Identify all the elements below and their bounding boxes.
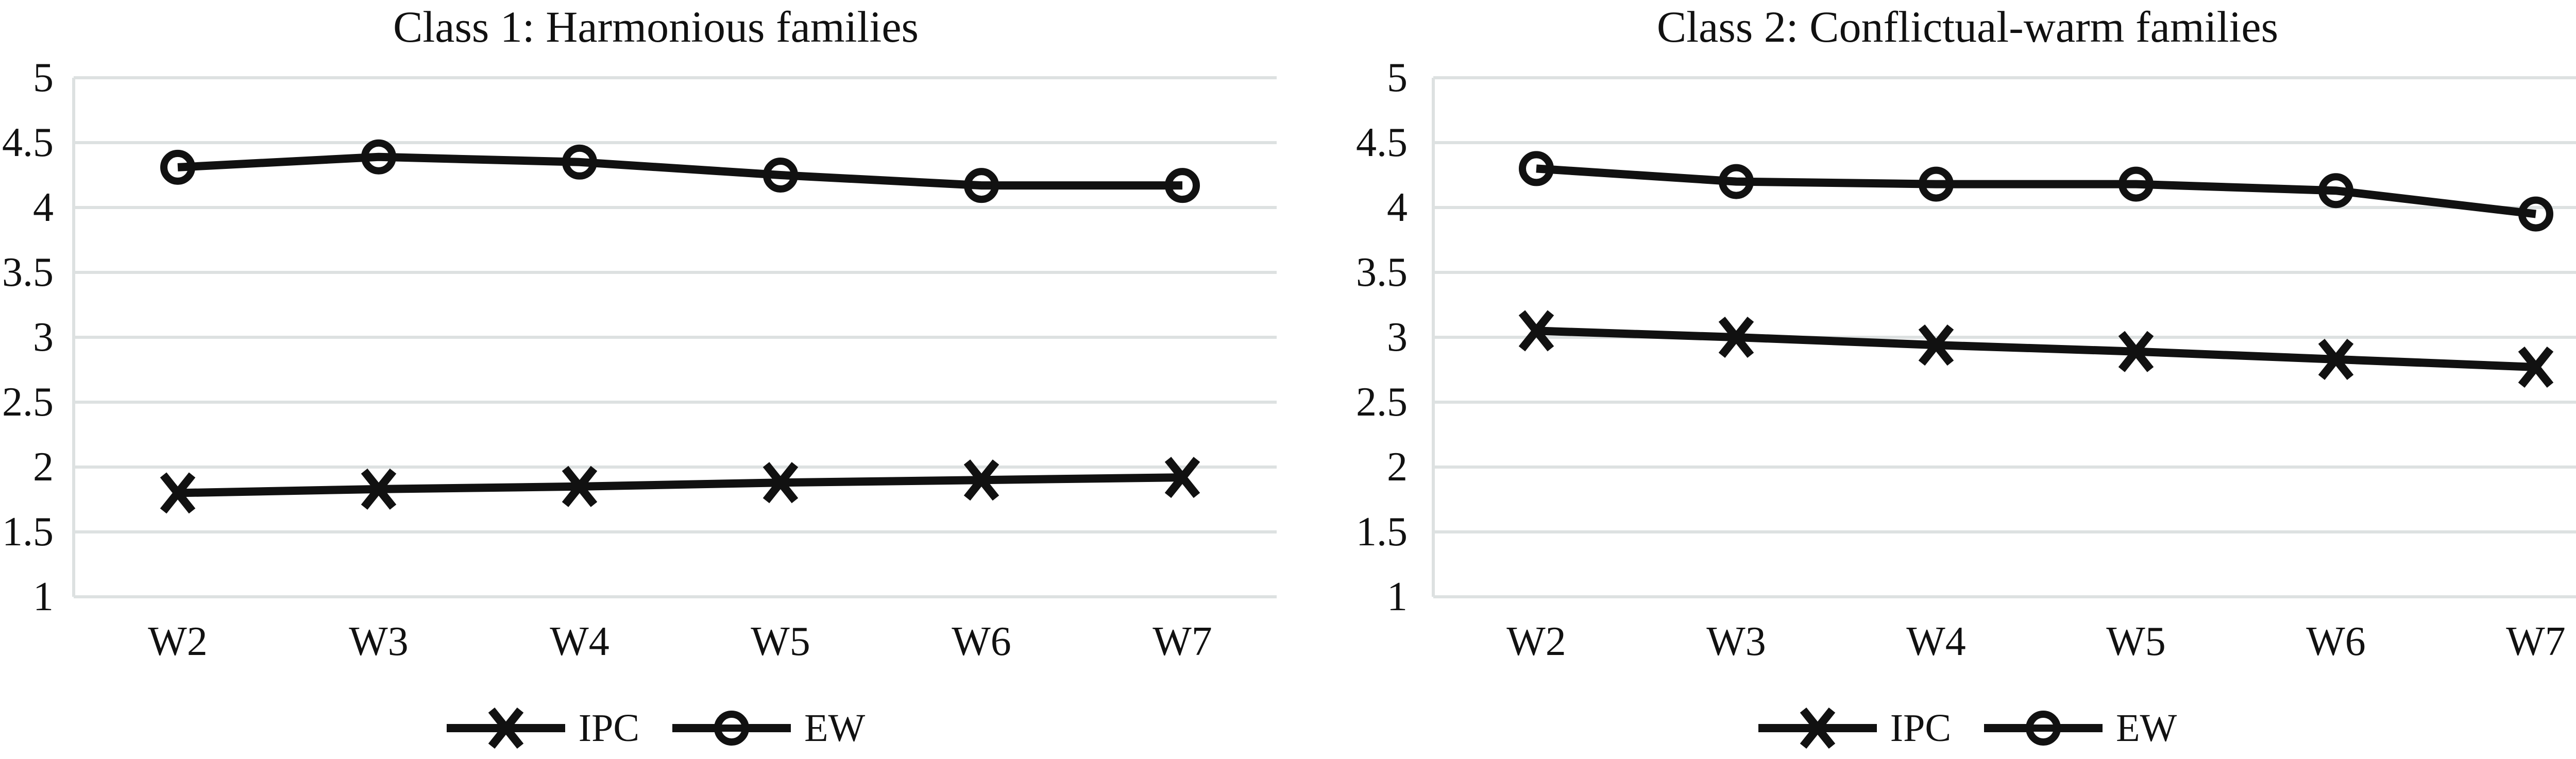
y-axis-tick-label: 2 [1387, 444, 1408, 490]
y-axis-tick-label: 3.5 [1356, 250, 1408, 295]
x-axis-tick-label: W3 [1706, 619, 1766, 664]
y-axis-tick-label: 1.5 [1356, 509, 1408, 555]
legend-item-ew: EW [1984, 700, 2177, 756]
ipc-marker [1918, 324, 1954, 366]
x-axis-tick-label: W5 [751, 619, 810, 664]
y-axis-tick-label: 2.5 [1356, 380, 1408, 425]
x-axis-tick-label: W6 [2306, 619, 2366, 664]
y-axis-tick-label: 4 [1387, 185, 1408, 230]
y-axis-tick-label: 5 [1387, 55, 1408, 100]
x-axis-tick-label: W7 [2506, 619, 2566, 664]
ipc-series-line [177, 473, 1183, 497]
x-axis-tick-label: W2 [148, 619, 208, 664]
legend-label-ew: EW [804, 706, 866, 750]
x-axis-tick-label: W2 [1506, 619, 1566, 664]
legend-class1: IPC EW [0, 699, 1312, 757]
line-chart-class1: 5 4.5 4 3.5 3 2.5 2 1.5 1 W2 W3 W4 W5 W6 W7 [2, 55, 1277, 664]
ipc-marker [160, 472, 196, 514]
ew-marker [160, 149, 195, 185]
ew-marker [1519, 151, 1554, 186]
line-chart-class2: 5 4.5 4 3.5 3 2.5 2 1.5 1 W2 W3 W4 W5 W6 W7 [1356, 55, 2576, 664]
ew-series-line [1536, 164, 2536, 218]
chart-title-class2: Class 2: Conflictual-warm families [1656, 2, 2279, 51]
y-axis-tick-label: 3.5 [2, 250, 54, 295]
chart-panel-class1: Class 1: Harmonious families 5 4.5 4 3.5 3 2.… [0, 2, 1312, 757]
y-axis-tick-label: 1.5 [2, 509, 54, 555]
ipc-marker [1718, 317, 1754, 358]
x-axis-tick-label: W4 [1906, 619, 1966, 664]
ipc-legend-marker-icon [1758, 708, 1877, 749]
y-axis-tick-label: 2 [33, 444, 54, 490]
ew-legend-marker-icon [672, 711, 791, 746]
legend-label-ipc: IPC [578, 706, 640, 750]
chart-title-class1: Class 1: Harmonious families [393, 2, 919, 51]
ipc-marker [2318, 338, 2354, 380]
y-axis-tick-label: 4.5 [1356, 120, 1408, 165]
ew-marker [964, 168, 999, 203]
ipc-marker [562, 465, 598, 507]
legend-item-ipc: IPC [446, 700, 640, 756]
x-axis-tick-label: W5 [2106, 619, 2166, 664]
ew-marker [2119, 166, 2154, 202]
legend-item-ew: EW [672, 700, 865, 756]
chart-panel-class2: Class 2: Conflictual-warm families 5 4.5 4… [1312, 0, 2576, 759]
ew-series-line [177, 152, 1182, 190]
y-axis-tick-label: 3 [33, 315, 54, 360]
ew-marker [562, 144, 597, 180]
y-axis-tick-label: 1 [1387, 574, 1408, 619]
ipc-marker [1518, 310, 1554, 352]
ew-marker [2318, 173, 2353, 209]
ew-marker [2518, 196, 2553, 232]
ew-marker [1719, 164, 1754, 199]
ipc-marker [963, 459, 999, 501]
ipc-series-line [1536, 326, 2536, 371]
x-axis-tick-label: W4 [550, 619, 609, 664]
y-axis-tick-label: 3 [1387, 315, 1408, 360]
x-axis-tick-label: W3 [349, 619, 409, 664]
ipc-marker [1164, 457, 1200, 498]
ipc-marker [762, 462, 799, 504]
y-axis-tick-label: 4 [33, 185, 54, 230]
legend-label-ipc: IPC [1890, 706, 1952, 750]
ew-marker [1919, 166, 1954, 202]
legend-label-ew: EW [2116, 706, 2177, 750]
ipc-marker [361, 468, 397, 510]
y-axis-tick-label: 1 [33, 574, 54, 619]
ipc-marker [2518, 346, 2554, 388]
ipc-legend-marker-icon [446, 708, 565, 749]
y-axis-tick-label: 4.5 [2, 120, 54, 165]
legend-class2: IPC EW [1312, 699, 2576, 757]
y-axis-tick-label: 5 [33, 55, 54, 100]
x-axis-tick-label: W6 [952, 619, 1011, 664]
y-axis-tick-label: 2.5 [2, 380, 54, 425]
ew-legend-marker-icon [1984, 711, 2103, 746]
ipc-marker [2118, 331, 2154, 372]
legend-item-ipc: IPC [1758, 700, 1951, 756]
ew-marker [361, 139, 396, 175]
ew-marker [763, 158, 798, 193]
ew-marker [1165, 168, 1200, 203]
x-axis-tick-label: W7 [1153, 619, 1212, 664]
